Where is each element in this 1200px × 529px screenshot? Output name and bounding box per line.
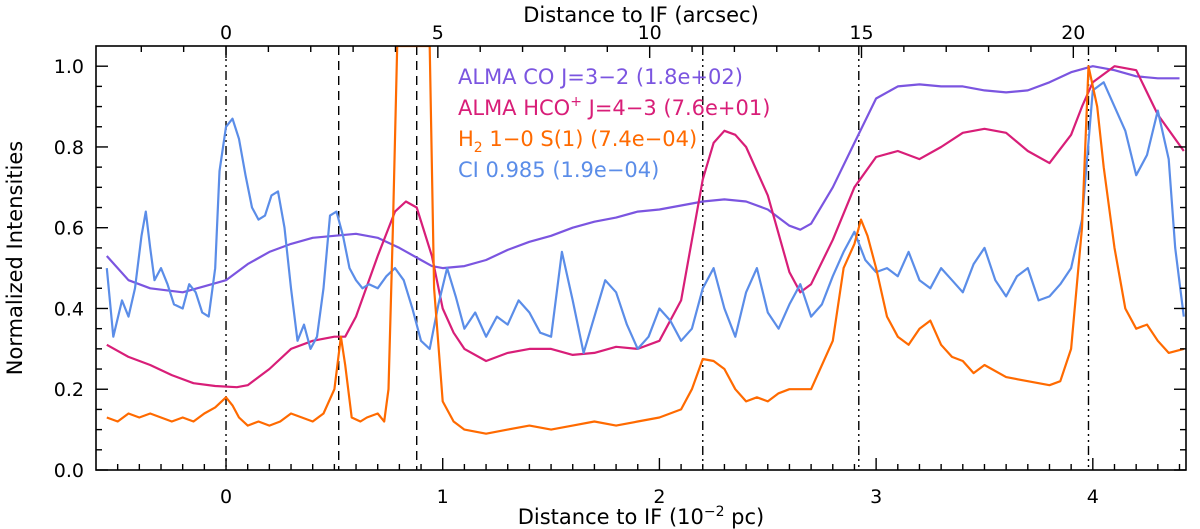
series-line-0 [105,65,1180,294]
vertical-marker-lines [225,46,1090,470]
legend-entry-1: ALMA HCO+ J=4−3 (7.6e+01) [458,94,770,120]
legend-entry-2: H2 1−0 S(1) (7.4e−04) [458,127,697,156]
x-axis-top-title: Distance to IF (arcsec) [523,3,759,27]
x-axis-bottom-title-main: Distance to IF (10 [518,505,704,529]
y-tick-label: 0.2 [54,379,84,401]
y-tick-label: 1.0 [54,56,84,78]
y-tick-label: 0.4 [54,298,84,320]
legend-entry-3: CI 0.985 (1.9e−04) [458,158,659,182]
x-tick-label-top: 5 [432,22,444,44]
x-tick-label-bottom: 1 [437,486,449,508]
x-tick-label-bottom: 3 [870,486,882,508]
x-tick-label-bottom: 0 [220,486,232,508]
x-tick-label-top: 20 [1061,22,1085,44]
series-layer [105,46,1185,435]
legend: ALMA CO J=3−2 (1.8e+02) ALMA HCO+ J=4−3 (… [458,65,770,182]
x-axis-bottom-title: Distance to IF (10−2 pc) [518,504,765,529]
x-tick-label-top: 10 [638,22,662,44]
x-tick-label-top: 0 [220,22,232,44]
legend-entry-0: ALMA CO J=3−2 (1.8e+02) [458,65,743,89]
y-tick-label: 0.8 [54,137,84,159]
series-line-3 [105,81,1185,354]
axis-ticks: 0 1 2 3 4 0 5 10 15 20 0.0 0.2 0.4 0.6 0.8 1.0 [54,22,1186,508]
x-tick-label-bottom: 2 [653,486,665,508]
x-tick-label-bottom: 4 [1087,486,1099,508]
x-tick-label-top: 15 [849,22,873,44]
y-tick-label: 0.6 [54,218,84,240]
series-line-2 [106,46,1185,435]
y-axis-title: Normalized Intensities [3,141,27,375]
y-tick-label: 0.0 [54,460,84,482]
x-axis-bottom-title-sup: −2 [704,504,725,520]
plot-frame [95,45,1187,471]
x-axis-bottom-title-unit: pc) [725,505,765,529]
